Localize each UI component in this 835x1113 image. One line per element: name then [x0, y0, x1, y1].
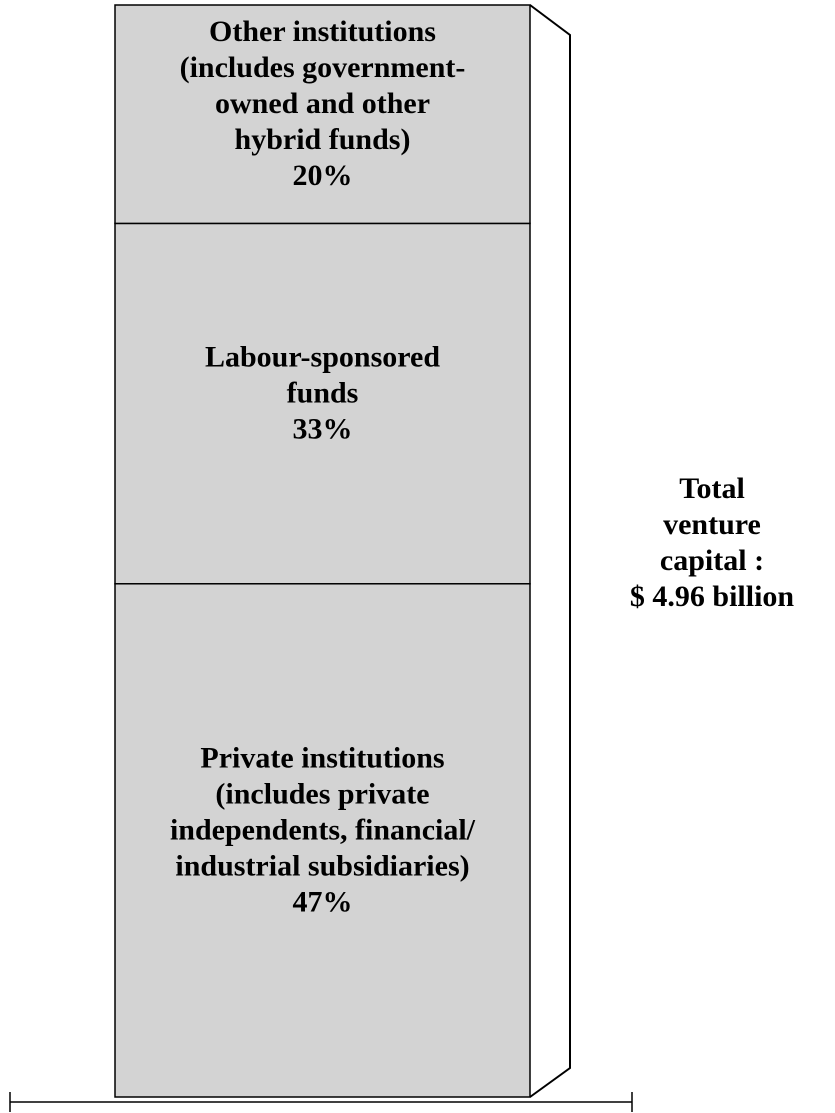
- total-annotation: capital :: [660, 544, 764, 577]
- segment-label: Labour-sponsored: [205, 340, 440, 373]
- segment-label: (includes private: [215, 777, 429, 810]
- bar-side: [529, 4, 571, 1098]
- segment-label: Other institutions: [209, 15, 436, 48]
- segment-label: independents, financial/: [170, 813, 476, 846]
- segment-label: 47%: [293, 885, 353, 918]
- segment-label: 20%: [293, 159, 353, 192]
- segment-label: (includes government-: [180, 51, 466, 84]
- total-annotation: Total: [679, 472, 745, 505]
- segment-label: hybrid funds): [235, 123, 411, 156]
- total-annotation: venture: [663, 508, 761, 541]
- bar-segment: [114, 4, 531, 225]
- segment-label: 33%: [293, 412, 353, 445]
- total-annotation: $ 4.96 billion: [630, 580, 795, 613]
- bar-segment: [114, 583, 531, 1098]
- segment-label: funds: [287, 376, 359, 409]
- segment-label: industrial subsidiaries): [175, 849, 469, 882]
- segment-label: Private institutions: [200, 741, 444, 774]
- segment-label: owned and other: [215, 87, 430, 120]
